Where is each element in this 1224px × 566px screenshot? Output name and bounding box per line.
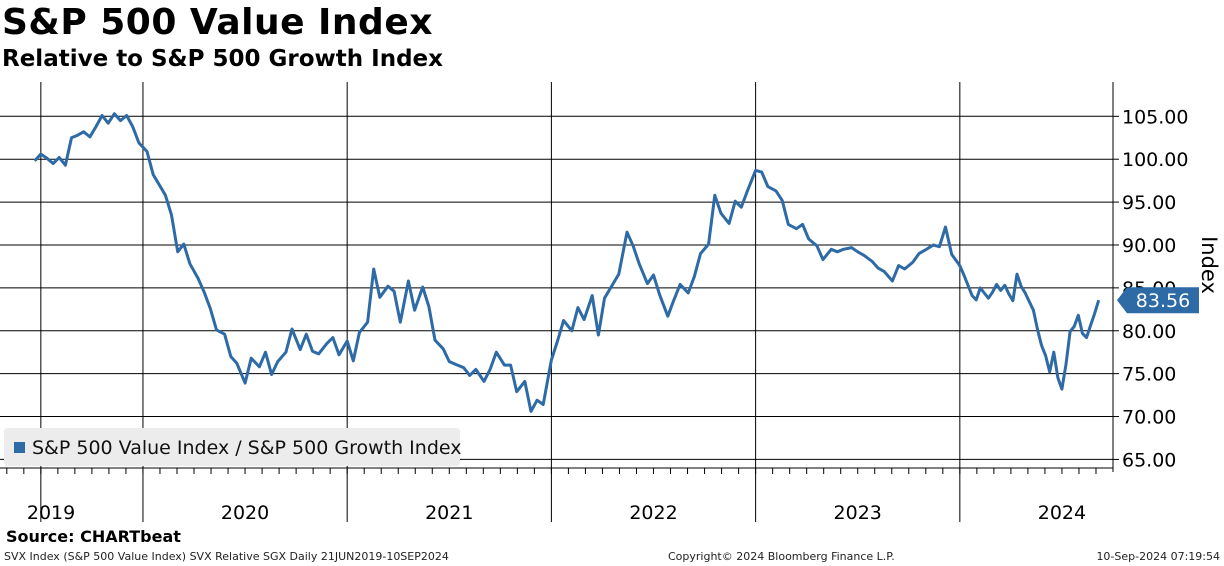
chart-subtitle: Relative to S&P 500 Growth Index xyxy=(2,46,443,72)
y-tick-label: 80.00 xyxy=(1122,321,1176,343)
series-layer xyxy=(33,112,1101,413)
footer-series-info: SVX Index (S&P 500 Value Index) SVX Rela… xyxy=(4,550,449,563)
x-tick-label: 2024 xyxy=(1038,502,1086,524)
x-tick-label: 2019 xyxy=(27,502,75,524)
x-tick-label: 2023 xyxy=(834,502,882,524)
axis-layer: 65.0070.0075.0080.0085.0090.0095.00100.0… xyxy=(0,82,1221,524)
x-tick-label: 2021 xyxy=(425,502,473,524)
y-tick-label: 90.00 xyxy=(1122,235,1176,257)
series-line xyxy=(33,112,1101,413)
y-tick-label: 100.00 xyxy=(1122,149,1188,171)
y-tick-label: 105.00 xyxy=(1122,106,1188,128)
last-value-label: 83.56 xyxy=(1136,290,1190,312)
footer-timestamp: 10-Sep-2024 07:19:54 xyxy=(1096,550,1220,563)
y-tick-label: 70.00 xyxy=(1122,407,1176,429)
y-tick-label: 95.00 xyxy=(1122,192,1176,214)
legend-label: S&P 500 Value Index / S&P 500 Growth Ind… xyxy=(32,437,462,459)
chart-canvas: 65.0070.0075.0080.0085.0090.0095.00100.0… xyxy=(0,82,1221,524)
legend-swatch xyxy=(14,442,25,453)
legend-box: S&P 500 Value Index / S&P 500 Growth Ind… xyxy=(4,428,462,466)
footer-copyright: Copyright© 2024 Bloomberg Finance L.P. xyxy=(668,550,895,563)
y-tick-label: 65.00 xyxy=(1122,449,1176,471)
x-tick-label: 2020 xyxy=(221,502,269,524)
chart-title: S&P 500 Value Index xyxy=(2,2,433,43)
last-value-badge xyxy=(1117,287,1199,314)
y-axis-title: Index xyxy=(1197,236,1221,294)
y-tick-label: 75.00 xyxy=(1122,364,1176,386)
source-label: Source: CHARTbeat xyxy=(6,527,181,546)
x-tick-label: 2022 xyxy=(629,502,677,524)
